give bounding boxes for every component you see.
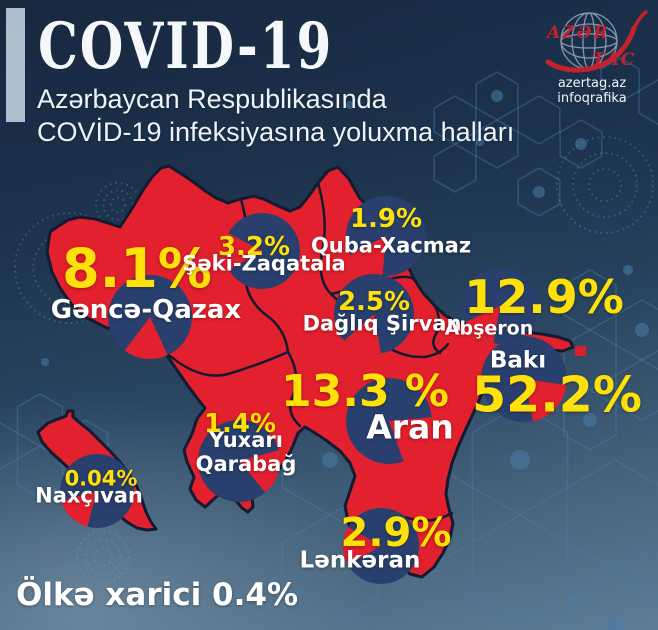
hexagon-molecule-decor	[433, 143, 477, 193]
virus-dotted-decor	[556, 136, 654, 234]
logo-caption-type: infoqrafika	[557, 91, 627, 106]
hexagon-molecule-decor	[475, 119, 519, 169]
molecule-node-dot	[635, 323, 649, 337]
hexagon-molecule-decor	[566, 459, 658, 571]
region-pie-wedge	[350, 236, 386, 276]
region-name-saki-zaqatala: Şəki-Zaqatala	[182, 251, 346, 276]
subtitle-line-1: Azərbaycan Respublikasında	[37, 84, 387, 114]
hexagon-molecule-decor	[471, 514, 569, 626]
globe-icon	[545, 10, 648, 73]
hexagon-molecule-decor	[0, 421, 19, 471]
region-name-lankaran: Lənkəran	[299, 547, 421, 574]
molecule-node-dot	[346, 101, 354, 109]
region-name-aran: Aran	[366, 407, 454, 447]
hexagon-molecule-decor	[563, 269, 617, 331]
molecule-node-dot	[583, 413, 597, 427]
region-value-ganca-qazax: 8.1%	[62, 237, 212, 300]
region-pie-wedge	[465, 306, 500, 344]
region-value-dagliq-sirvan: 2.5%	[337, 287, 411, 317]
molecule-node-dot	[510, 450, 530, 470]
region-name-dagliq-sirvan: Dağlıq Şirvan	[302, 311, 462, 336]
region-value-baki: 52.2%	[472, 366, 642, 424]
virus-dotted-decor	[572, 152, 638, 218]
foreign-cases-note: Ölkə xarici 0.4%	[16, 577, 299, 613]
molecule-node-dot	[570, 595, 580, 605]
region-value-saki-zaqatala: 3.2%	[217, 232, 291, 262]
hexagon-molecule-decor	[475, 71, 519, 121]
page-title: COVID-19	[38, 8, 334, 84]
molecule-node-dot	[623, 265, 633, 275]
molecule-node-dot	[533, 186, 545, 198]
azertac-logo: AZƏR TAC azertag.az infoqrafika	[534, 10, 650, 106]
region-pie-wedge	[524, 379, 567, 422]
molecule-node-dot	[322, 452, 338, 468]
region-name-yuxari-qarabag: Yuxarı Qarabağ	[195, 427, 297, 476]
region-value-quba-xacmaz: 1.9%	[349, 204, 423, 234]
map-main-landmass	[45, 164, 575, 582]
region-name-abseron: Abşeron	[444, 317, 534, 340]
region-name-quba-xacmaz: Quba-Xacmaz	[310, 233, 472, 258]
region-pie-wedge	[223, 233, 262, 270]
region-pie-wedge	[61, 491, 97, 527]
hexagon-molecule-decor	[600, 57, 640, 103]
hexagon-molecule-decor	[615, 299, 658, 361]
baku-marker	[575, 346, 586, 356]
region-value-abseron: 12.9%	[464, 270, 624, 324]
molecule-node-dot	[491, 90, 503, 102]
molecule-node-dot	[476, 138, 484, 146]
region-pie-wedge	[344, 314, 381, 355]
region-pie-wedge	[389, 417, 432, 462]
region-value-yuxari-qarabag: 1.4%	[203, 409, 277, 439]
logo-caption-site: azertag.az	[557, 76, 627, 91]
molecule-node-dot	[41, 358, 49, 366]
left-accent-bar	[6, 8, 25, 122]
hexagon-molecule-decor	[517, 95, 561, 145]
region-name-ganca-qazax: Gəncə-Qazax	[50, 295, 242, 325]
virus-dotted-decor	[84, 538, 122, 576]
virus-dotted-decor	[109, 196, 127, 214]
region-name-baki: Bakı	[489, 347, 547, 374]
molecule-node-dot	[606, 616, 624, 630]
virus-dotted-decor	[93, 547, 113, 567]
virus-dotted-decor	[76, 530, 130, 584]
hexagon-molecule-decor	[559, 119, 603, 169]
hexagon-molecule-decor	[433, 95, 477, 145]
region-name-naxcivan: Naxçıvan	[35, 483, 143, 508]
region-pie-wedge	[124, 317, 168, 359]
region-pie-wedge	[343, 527, 381, 565]
hexagon-molecule-decor	[638, 79, 658, 125]
subtitle-line-2: COVİD-19 infeksiyasına yoluxma halları	[37, 117, 515, 147]
hexagon-molecule-decor	[517, 167, 561, 217]
hexagon-molecule-decor	[563, 389, 617, 451]
region-value-aran: 13.3 %	[281, 366, 449, 417]
logo-brand-bottom: TAC	[592, 50, 637, 70]
hexagon-molecule-decor	[566, 569, 658, 630]
region-pie-circles	[60, 196, 567, 584]
region-value-lankaran: 2.9%	[340, 510, 452, 556]
molecule-node-dot	[296, 588, 304, 596]
region-pie-wedge	[239, 450, 281, 493]
molecule-node-dot	[575, 138, 587, 150]
virus-dotted-decor	[588, 168, 622, 202]
hexagon-molecule-decor	[281, 514, 379, 626]
hexagon-molecule-decor	[615, 359, 658, 421]
region-value-naxcivan: 0.04%	[64, 466, 138, 491]
logo-brand-top: AZƏR	[547, 23, 610, 43]
